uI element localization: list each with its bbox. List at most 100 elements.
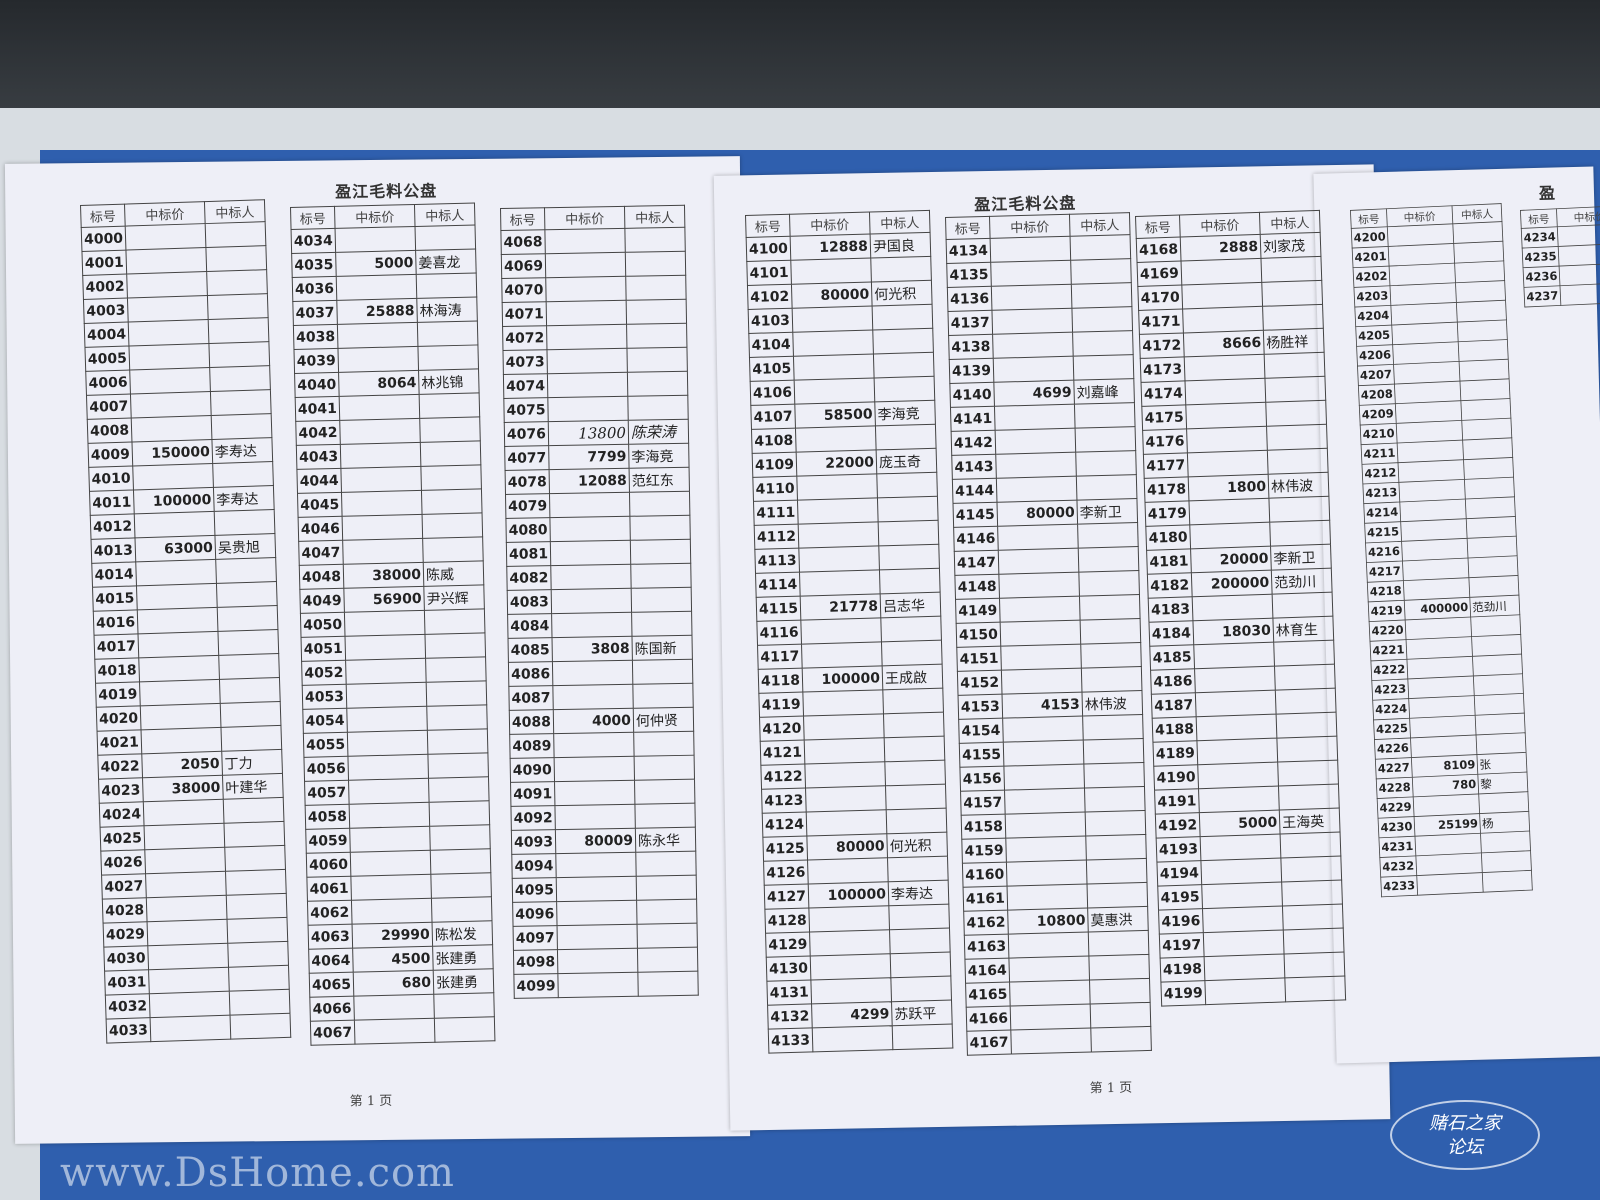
winning-bidder [884, 736, 945, 762]
lot-number: 4129 [765, 931, 811, 958]
winning-price [134, 511, 215, 538]
winning-price: 80000 [996, 500, 1078, 527]
lot-number: 4115 [756, 596, 801, 622]
winning-price [1200, 858, 1282, 885]
winning-bidder [1482, 870, 1533, 893]
lot-number: 4210 [1360, 423, 1398, 445]
winning-bidder: 李海竞 [874, 400, 936, 426]
winning-bidder: 刘嘉峰 [1073, 378, 1135, 405]
winning-price [551, 612, 632, 638]
winning-bidder [426, 680, 487, 707]
lot-number: 4221 [1369, 639, 1407, 661]
lot-number: 4157 [960, 790, 1006, 816]
lot-number: 4110 [752, 476, 798, 502]
winning-price [1185, 402, 1267, 429]
winning-price [798, 545, 880, 573]
winning-bidder: 林育生 [1272, 616, 1334, 643]
lot-number: 4071 [502, 301, 547, 327]
winning-bidder: 庞玉奇 [876, 448, 937, 474]
winning-bidder [631, 587, 692, 613]
lot-number: 4029 [103, 921, 148, 948]
winning-price [1005, 836, 1087, 863]
winning-bidder [1077, 522, 1139, 549]
winning-bidder [220, 725, 282, 752]
winning-price [546, 348, 628, 374]
winning-price [812, 1025, 893, 1052]
winning-price [808, 905, 890, 932]
page-number: 第 1 页 [1089, 1080, 1133, 1097]
bid-table: 标号 中标价 中标人 4000 4001 4002 4003 4004 4005 4006 4007… [80, 199, 291, 1044]
lot-number: 4102 [747, 284, 793, 310]
winning-price: 63000 [134, 535, 216, 562]
winning-price [1200, 834, 1281, 861]
winning-bidder [1085, 810, 1146, 837]
lot-number: 4008 [87, 417, 132, 444]
winning-price [990, 236, 1071, 263]
winning-bidder: 陈松发 [432, 920, 493, 947]
table-row: 4070 [501, 275, 687, 303]
lot-number: 4126 [763, 860, 809, 886]
winning-bidder [1466, 516, 1517, 539]
winning-bidder [873, 352, 935, 378]
winning-bidder [229, 989, 290, 1016]
winning-bidder [1072, 330, 1134, 357]
winning-bidder [1468, 575, 1519, 598]
lot-number: 4103 [748, 308, 793, 334]
column-header: 标号 [1520, 208, 1558, 229]
lot-number: 4086 [508, 661, 553, 687]
winning-price: 4299 [811, 1001, 893, 1028]
lot-number: 4058 [305, 804, 350, 830]
winning-bidder [1260, 256, 1322, 283]
lot-number: 4106 [750, 380, 795, 406]
lot-number: 4049 [299, 588, 345, 614]
winning-price [351, 898, 433, 925]
winning-bidder [417, 320, 478, 347]
winning-bidder [1075, 426, 1136, 453]
winning-price: 29990 [352, 922, 433, 949]
winning-price: 21778 [800, 593, 881, 621]
lot-number: 4028 [102, 897, 148, 924]
table-row: 4076 13800 陈荣涛 [504, 419, 689, 447]
winning-bidder [1453, 241, 1504, 264]
winning-price [796, 473, 878, 501]
table-row: 4086 [508, 659, 693, 687]
winning-price [1186, 426, 1268, 453]
winning-bidder [214, 509, 275, 536]
winning-bidder [1071, 282, 1132, 309]
winning-price [337, 346, 419, 373]
winning-bidder [1071, 306, 1133, 333]
winning-bidder [1463, 457, 1514, 480]
winning-bidder [872, 304, 933, 330]
winning-bidder: 黎 [1477, 772, 1528, 794]
winning-price [128, 319, 209, 347]
winning-bidder [1088, 954, 1150, 980]
lot-number: 4234 [1521, 226, 1559, 249]
lot-number: 4120 [759, 716, 805, 742]
lot-number: 4009 [87, 441, 133, 468]
lot-number: 4137 [947, 310, 993, 336]
winning-bidder: 范红东 [629, 467, 690, 493]
table-row: 4080 [505, 515, 691, 543]
winning-bidder [1267, 448, 1329, 475]
winning-price [1202, 905, 1284, 933]
lot-number: 4056 [303, 756, 349, 782]
winning-price [345, 634, 426, 661]
column-header: 中标人 [869, 210, 931, 235]
lot-number: 4179 [1144, 500, 1190, 527]
winning-bidder [1070, 234, 1131, 261]
winning-bidder [228, 965, 290, 992]
lot-number: 4025 [100, 825, 145, 852]
lot-number: 4212 [1361, 462, 1399, 484]
winning-price [339, 418, 421, 445]
winning-bidder [217, 605, 278, 632]
winning-price [994, 404, 1076, 431]
winning-bidder [1264, 376, 1326, 403]
lot-number: 4118 [758, 668, 803, 694]
winning-price [794, 377, 875, 405]
lot-number: 4223 [1371, 678, 1409, 701]
lot-number: 4100 [746, 236, 791, 262]
lot-number: 4143 [951, 454, 997, 480]
winning-price [997, 524, 1079, 551]
winning-bidder: 王成啟 [882, 664, 943, 690]
winning-price [810, 953, 891, 980]
